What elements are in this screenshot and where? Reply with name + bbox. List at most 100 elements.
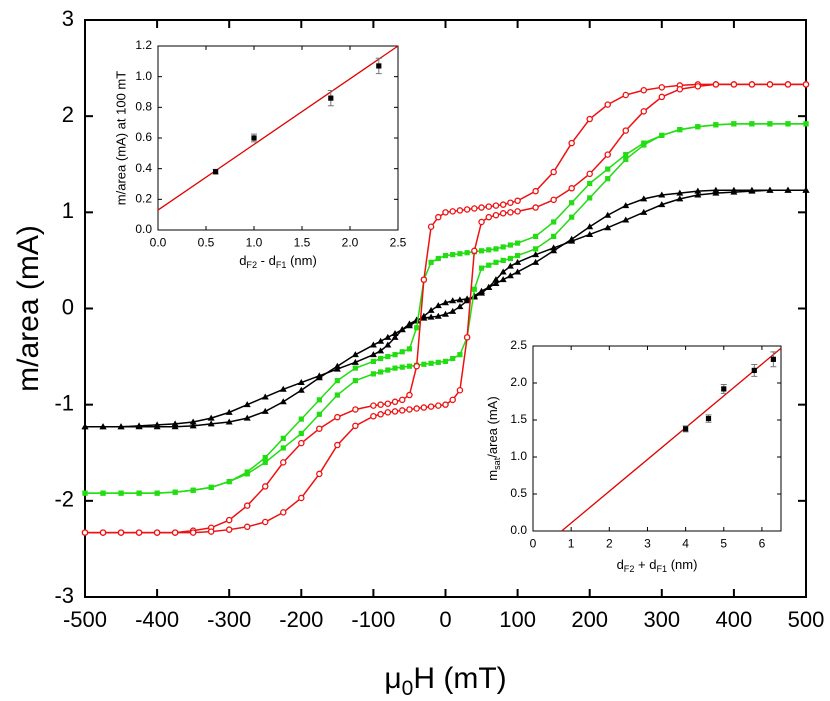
data-point [478,287,486,294]
x-axis-label: μ0H (mT) [384,662,506,700]
data-point [352,422,359,430]
data-point [492,279,500,286]
data-point [213,169,219,175]
data-point [243,523,251,531]
data-point [478,248,485,254]
data-point [442,209,449,216]
data-point [226,479,232,485]
data-point [442,253,449,259]
data-point [100,490,106,496]
data-point [450,355,456,362]
data-point [369,341,377,348]
data-point [721,386,727,392]
data-point [551,233,557,239]
data-point [434,312,442,319]
data-point [683,426,689,432]
y-tick-label: 0.5 [510,486,527,500]
data-point [514,268,522,275]
data-point [316,425,323,432]
data-point [334,441,341,449]
data-point [154,490,160,496]
data-point [802,186,810,193]
data-point [623,156,629,163]
data-point [435,255,441,262]
data-point [442,358,449,364]
data-point [298,416,304,422]
x-axis-label-part: d [239,253,246,268]
x-tick-label: 200 [571,607,608,632]
data-point [500,257,506,264]
data-point [604,211,612,218]
data-point [569,200,575,206]
data-point [492,211,500,219]
data-point [449,297,457,304]
data-point [532,258,540,265]
x-axis-label-part: F2 [624,564,635,574]
data-point [369,351,377,358]
data-point [414,325,420,331]
data-point [551,219,557,225]
data-point [377,337,385,344]
x-axis-label-part: (nm) [667,557,697,572]
data-point [153,421,161,428]
data-point [532,251,540,258]
data-point [384,341,392,348]
y-tick-label: 1 [62,198,74,223]
data-point [370,371,376,377]
data-point [659,132,665,138]
data-point [420,276,428,283]
data-point [385,367,391,373]
data-point [316,411,322,417]
data-point [225,516,233,524]
data-point [604,224,612,231]
x-axis-label-part: (nm) [286,253,316,268]
data-point [514,208,521,215]
data-point [694,187,702,194]
data-point [377,401,384,408]
data-point [261,518,269,526]
data-point [297,379,305,386]
data-point [550,168,557,176]
x-tick-label: 100 [499,607,536,632]
y-axis-label: m/area (mA) at 100 mT [113,71,128,205]
y-tick-label: -1 [54,390,74,415]
data-point [377,347,385,354]
x-tick-label: 3 [644,536,651,550]
x-tick-label: 1 [568,536,575,550]
x-axis-label-part: d [617,557,624,572]
data-point [82,490,88,496]
x-tick-label: -100 [351,607,395,632]
data-point [568,139,575,147]
data-point [378,355,384,362]
data-point [225,418,233,425]
data-point [478,204,485,211]
data-point [486,247,492,253]
data-point [261,407,269,414]
data-point [751,367,757,374]
data-point [749,121,755,127]
data-point [189,422,197,429]
data-point [712,81,720,88]
data-point [243,414,251,421]
data-point [499,201,507,208]
data-point [251,135,257,141]
data-point [328,95,334,101]
data-point [713,122,719,128]
data-point [748,81,756,88]
data-point [586,115,593,123]
data-point [471,205,478,212]
data-point [770,356,776,362]
data-point [399,364,405,370]
data-point [731,121,737,127]
data-point [449,396,456,404]
data-point [391,333,399,340]
data-point [506,272,514,279]
data-point [640,195,648,202]
x-tick-label: -500 [63,607,107,632]
data-point [280,509,287,516]
x-axis-label-part: H (mT) [413,662,506,695]
data-point [316,470,323,478]
x-axis-label-part: + d [634,557,656,572]
data-point [261,393,269,400]
data-point [427,223,435,231]
